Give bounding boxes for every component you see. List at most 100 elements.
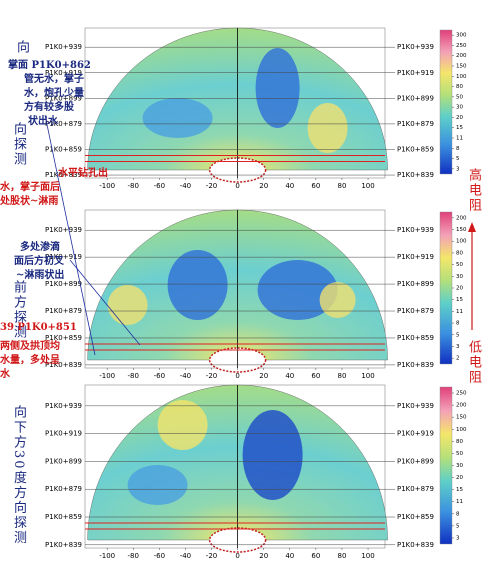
colorbar-label: 20 xyxy=(456,286,463,292)
colorbar-label: 200 xyxy=(456,53,467,59)
contour-region xyxy=(157,400,208,450)
x-tick-label: 80 xyxy=(337,372,346,380)
colorbar-label: 100 xyxy=(456,427,467,433)
x-tick-label: 40 xyxy=(285,372,294,380)
x-tick-label: -60 xyxy=(154,372,165,380)
colorbar-label: 8 xyxy=(456,511,460,517)
contour-region xyxy=(107,285,148,325)
y-tick-label-right: P1K0+879 xyxy=(397,485,434,493)
colorbar-label: 5 xyxy=(456,156,460,162)
y-tick-label: P1K0+879 xyxy=(45,120,82,128)
x-tick-label: 60 xyxy=(311,182,320,190)
colorbar-label: 11 xyxy=(456,499,463,505)
arrow-head xyxy=(468,222,476,232)
colorbar-label: 15 xyxy=(456,125,463,131)
x-tick-label: -60 xyxy=(154,182,165,190)
colorbar-label: 250 xyxy=(456,43,467,49)
y-tick-label-right: P1K0+839 xyxy=(397,171,434,179)
contour-region xyxy=(127,465,188,505)
x-tick-label: 20 xyxy=(259,552,268,560)
annotation: 状出水 xyxy=(28,116,58,127)
x-tick-label: -60 xyxy=(154,552,165,560)
colorbar xyxy=(439,29,453,175)
y-tick-label: P1K0+919 xyxy=(45,253,82,261)
x-tick-label: 80 xyxy=(337,182,346,190)
annotation: 高电阻 xyxy=(466,168,481,213)
annotation: 前方探测 xyxy=(11,280,26,340)
annotation: 向探测 xyxy=(11,122,26,167)
y-tick-label-right: P1K0+839 xyxy=(397,541,434,549)
y-tick-label-right: P1K0+859 xyxy=(397,334,434,342)
x-tick-label: -100 xyxy=(99,372,115,380)
contour-region xyxy=(257,260,338,320)
annotation: 低电阻 xyxy=(466,340,481,385)
colorbar-label: 30 xyxy=(456,463,463,469)
x-tick-label: 40 xyxy=(285,552,294,560)
x-tick-label: 100 xyxy=(361,552,374,560)
colorbar-label: 80 xyxy=(456,250,463,256)
colorbar-label: 250 xyxy=(456,391,467,397)
annotation: 水量，多处呈 xyxy=(0,355,60,366)
x-tick-label: -100 xyxy=(99,552,115,560)
colorbar-label: 3 xyxy=(456,166,460,172)
pointer xyxy=(44,114,96,356)
x-tick-label: -100 xyxy=(99,182,115,190)
y-tick-label: P1K0+839 xyxy=(45,171,82,179)
y-tick-label: P1K0+919 xyxy=(45,69,82,77)
annotation: 水，掌子面后 xyxy=(0,182,60,193)
colorbar-label: 300 xyxy=(456,33,467,39)
y-tick-label: P1K0+899 xyxy=(45,94,82,102)
pointer xyxy=(69,259,141,346)
y-tick-label-right: P1K0+859 xyxy=(397,145,434,153)
x-tick-label: 60 xyxy=(311,552,320,560)
x-tick-label: 0 xyxy=(235,372,239,380)
colorbar-label: 2 xyxy=(456,356,460,362)
annotation: ~淋雨状出 xyxy=(16,270,65,281)
y-tick-label: P1K0+839 xyxy=(45,361,82,369)
colorbar-label: 5 xyxy=(456,332,460,338)
colorbar-label: 150 xyxy=(456,64,467,70)
contour-region xyxy=(167,250,228,320)
y-tick-label-right: P1K0+939 xyxy=(397,43,434,51)
x-tick-label: 100 xyxy=(361,372,374,380)
y-tick-label-right: P1K0+879 xyxy=(397,307,434,315)
y-tick-label-right: P1K0+879 xyxy=(397,120,434,128)
y-tick-label: P1K0+939 xyxy=(45,402,82,410)
x-tick-label: 40 xyxy=(285,182,294,190)
x-tick-label: 20 xyxy=(259,372,268,380)
colorbar-label: 150 xyxy=(456,415,467,421)
colorbar-label: 8 xyxy=(456,321,460,327)
y-tick-label: P1K0+859 xyxy=(45,334,82,342)
x-tick-label: -80 xyxy=(128,552,139,560)
y-tick-label: P1K0+879 xyxy=(45,485,82,493)
annotation: 管无水，掌子 xyxy=(24,74,84,85)
colorbar-label: 200 xyxy=(456,215,467,221)
contour-region xyxy=(242,410,303,500)
x-tick-label: -20 xyxy=(206,552,217,560)
colorbar xyxy=(439,386,453,545)
colorbar-label: 80 xyxy=(456,439,463,445)
colorbar-label: 8 xyxy=(456,146,460,152)
x-tick-label: -20 xyxy=(206,182,217,190)
y-tick-label: P1K0+899 xyxy=(45,457,82,465)
y-tick-label-right: P1K0+919 xyxy=(397,69,434,77)
colorbar-label: 3 xyxy=(456,535,460,541)
colorbar-label: 11 xyxy=(456,136,463,142)
colorbar-label: 15 xyxy=(456,487,463,493)
annotation: 向下方30度方向探测 xyxy=(11,405,26,546)
colorbar-label: 11 xyxy=(456,309,463,315)
y-tick-label-right: P1K0+939 xyxy=(397,226,434,234)
colorbar-label: 200 xyxy=(456,403,467,409)
y-tick-label-right: P1K0+839 xyxy=(397,361,434,369)
colorbar-label: 50 xyxy=(456,94,463,100)
x-tick-label: -40 xyxy=(180,182,191,190)
colorbar-label: 80 xyxy=(456,84,463,90)
y-tick-label: P1K0+859 xyxy=(45,513,82,521)
colorbar-label: 20 xyxy=(456,475,463,481)
colorbar-label: 100 xyxy=(456,74,467,80)
colorbar-label: 150 xyxy=(456,227,467,233)
x-tick-label: 80 xyxy=(337,552,346,560)
annotation: 面后方初叉 xyxy=(14,256,64,267)
